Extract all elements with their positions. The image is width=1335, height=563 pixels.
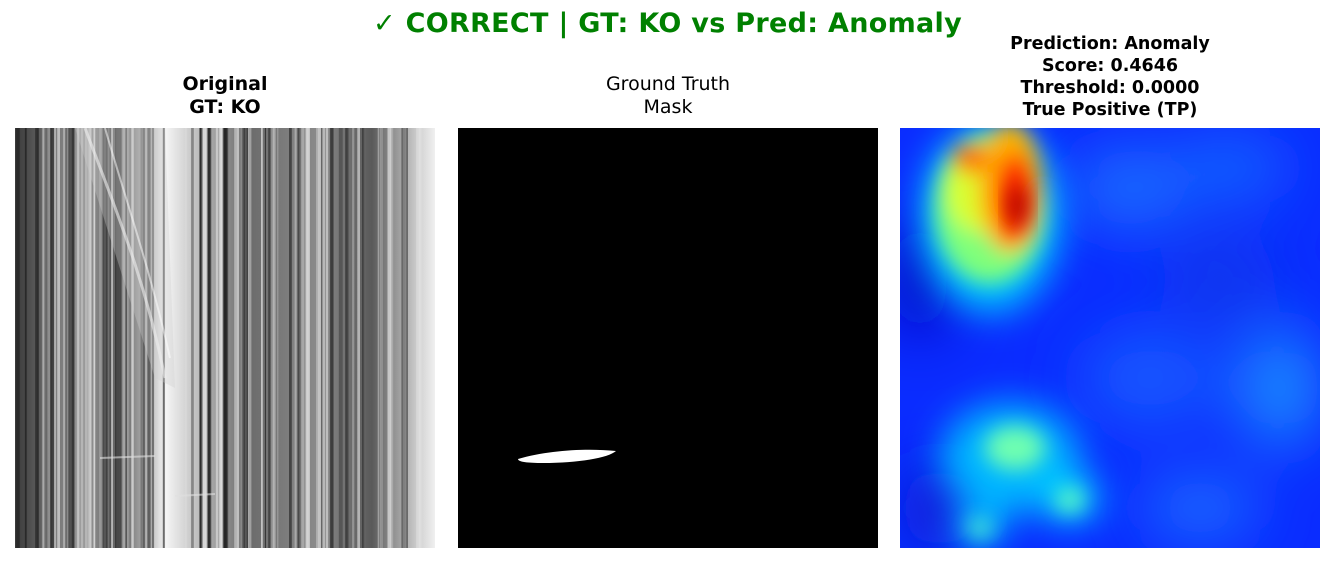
gt-title-line1: Ground Truth (605, 73, 731, 95)
original-image (15, 128, 435, 548)
anomaly-heatmap (900, 128, 1320, 548)
gt-title-line2: Mask (643, 96, 693, 118)
ground-truth-mask (458, 128, 878, 548)
texture-stripes (16, 128, 422, 548)
mask-svg (458, 128, 878, 548)
pred-title-line1: Prediction: Anomaly (1010, 34, 1210, 54)
original-texture-svg (15, 128, 435, 548)
original-title-line1: Original (182, 73, 268, 95)
heatmap-svg (900, 128, 1320, 548)
figure-title: ✓ CORRECT | GT: KO vs Pred: Anomaly (373, 8, 962, 39)
defect-region (518, 449, 616, 463)
original-title-line2: GT: KO (189, 96, 261, 118)
pred-title-line3: Threshold: 0.0000 (1020, 78, 1200, 98)
prediction-panel-title: Prediction: Anomaly Score: 0.4646 Thresh… (900, 33, 1320, 121)
pred-title-line4: True Positive (TP) (1022, 100, 1198, 120)
original-panel-title: Original GT: KO (15, 73, 435, 119)
ground-truth-panel-title: Ground Truth Mask (458, 73, 878, 119)
pred-title-line2: Score: 0.4646 (1041, 56, 1179, 76)
